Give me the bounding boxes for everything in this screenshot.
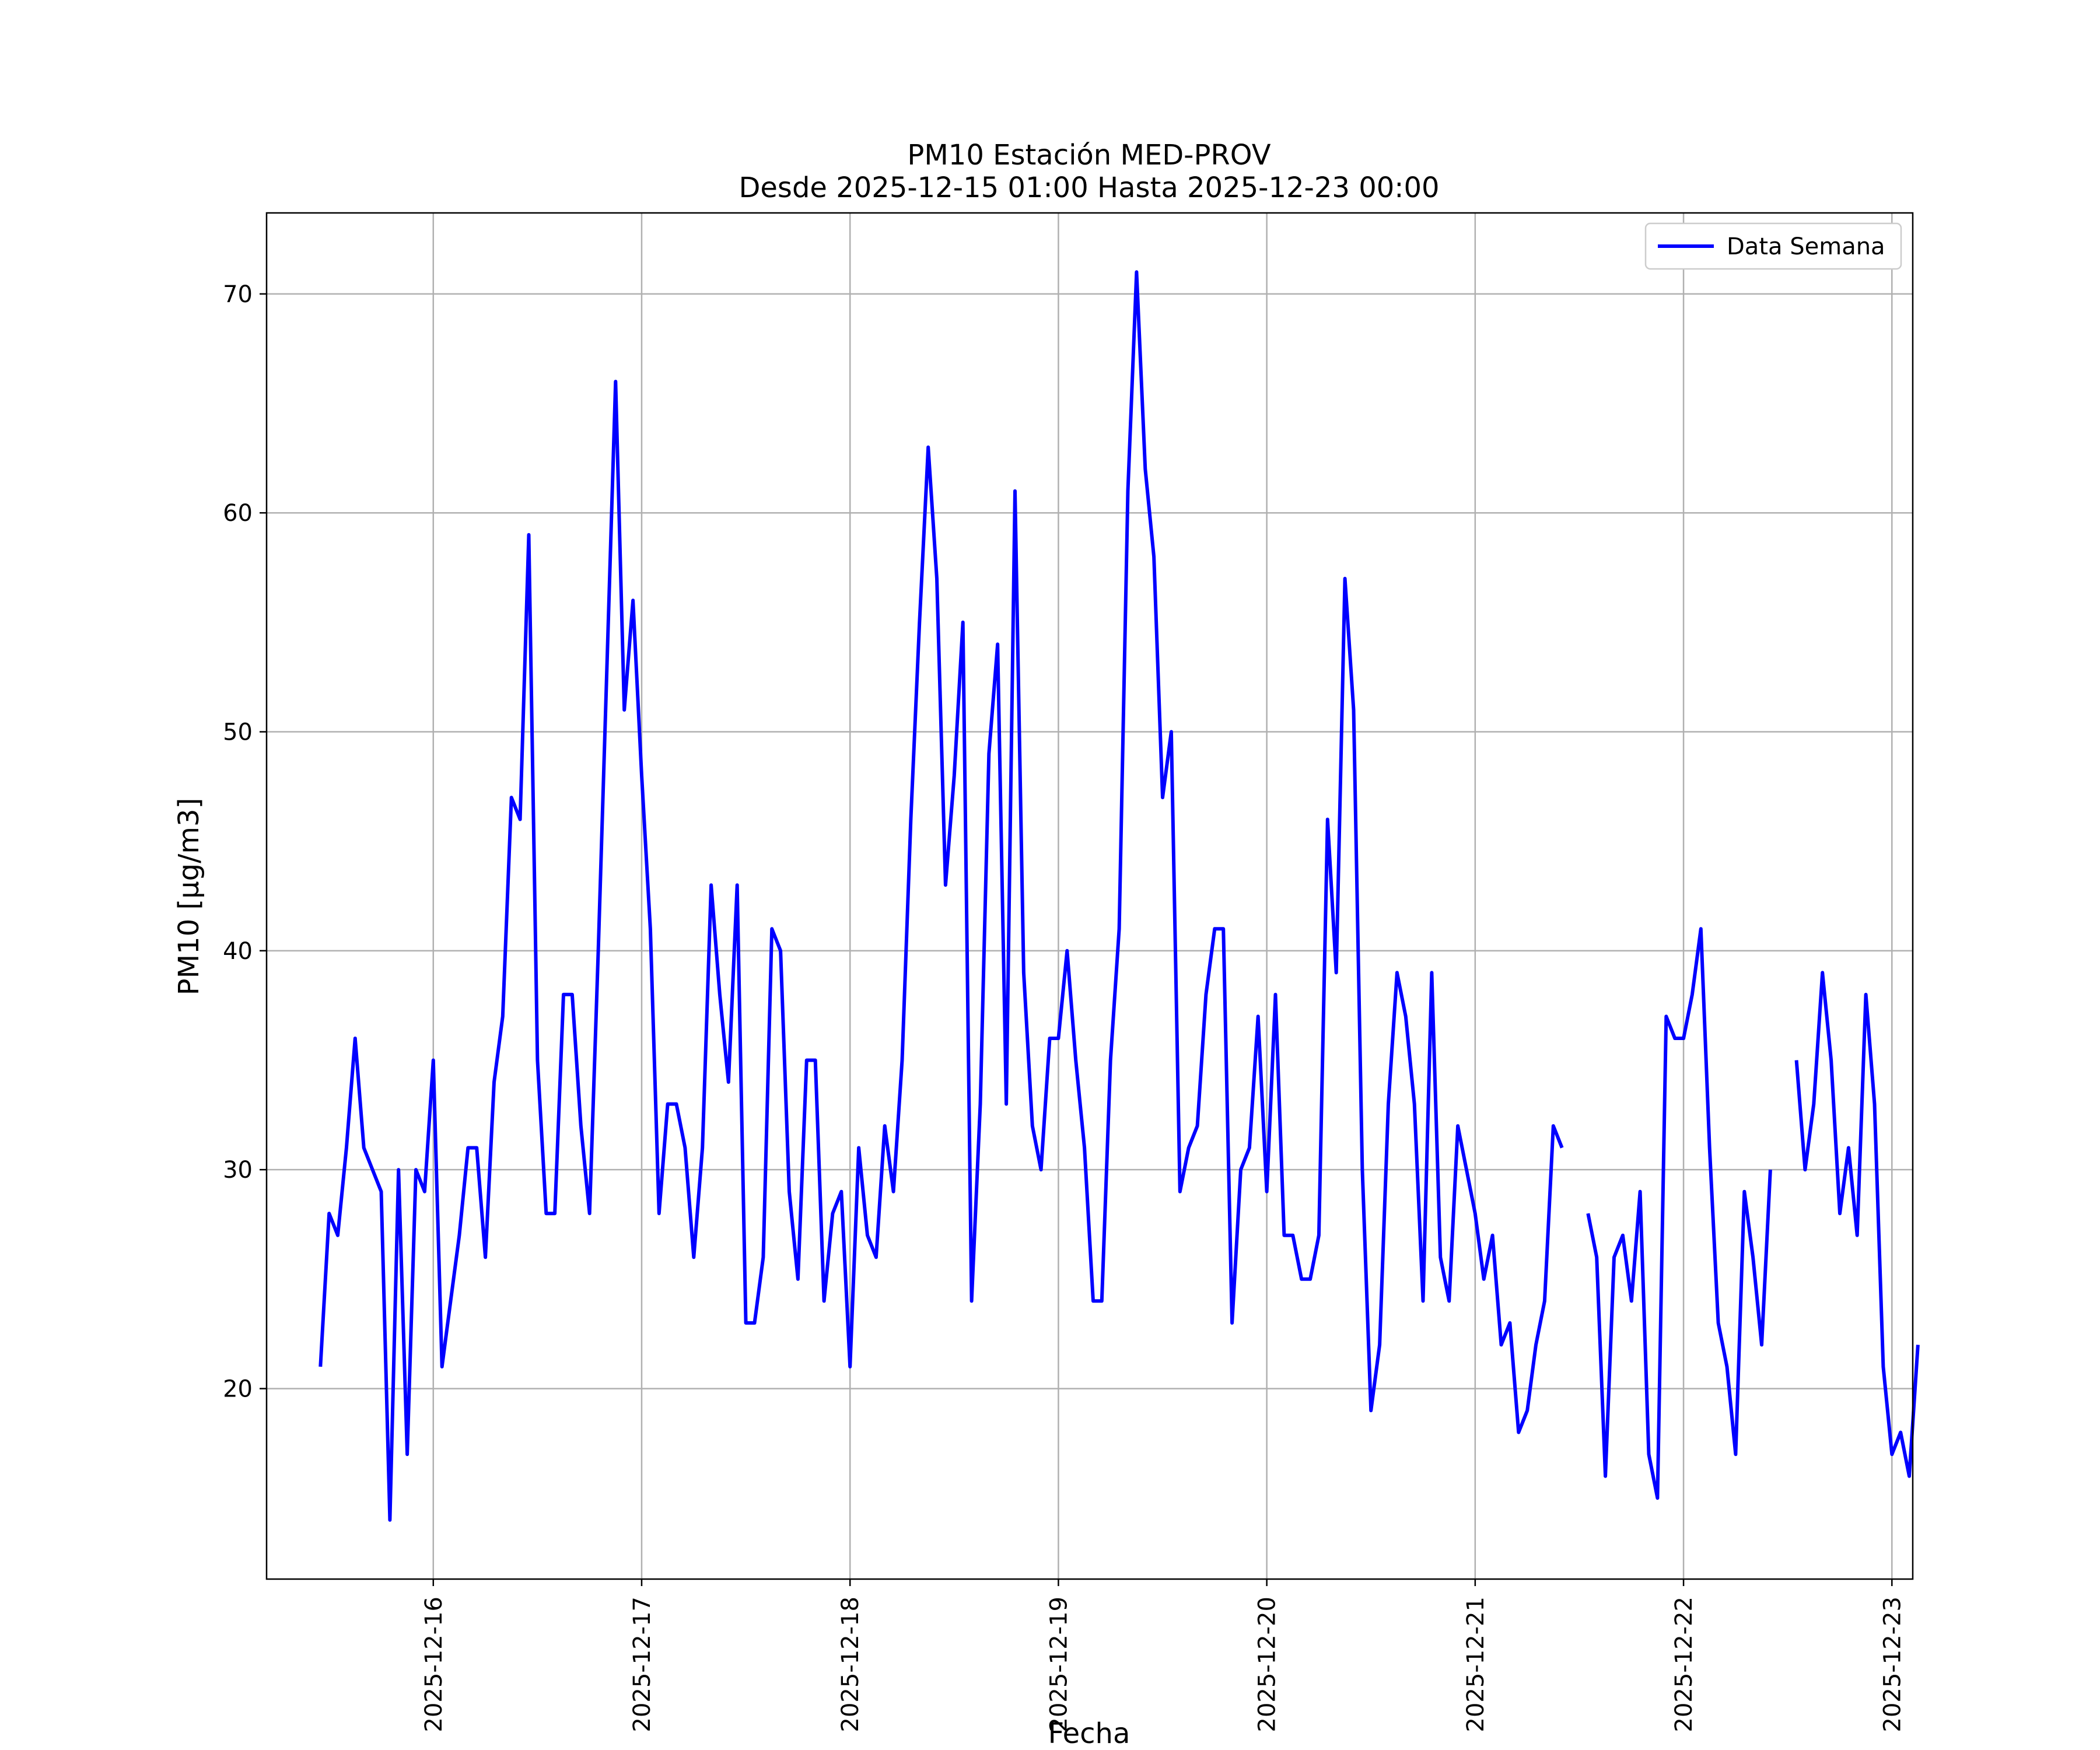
y-axis: 20 30 40 50 60 70 — [223, 281, 267, 1402]
y-tick-label: 30 — [223, 1157, 253, 1184]
legend-box — [1644, 222, 1902, 270]
series-line-data-semana — [318, 270, 1920, 1522]
y-tick-label: 20 — [223, 1376, 253, 1402]
x-tick-label: 2025-12-16 — [421, 1597, 447, 1732]
x-axis: 2025-12-16 2025-12-17 2025-12-18 2025-12-19… — [421, 1579, 1906, 1732]
x-tick-label: 2025-12-23 — [1879, 1597, 1906, 1732]
chart-title: PM10 Estación MED-PROV — [907, 139, 1270, 172]
x-tick-label: 2025-12-21 — [1462, 1597, 1489, 1732]
plot-frame — [265, 212, 1914, 1580]
chart-subtitle: Desde 2025-12-15 01:00 Hasta 2025-12-23 … — [738, 172, 1439, 204]
x-tick-label: 2025-12-19 — [1045, 1597, 1072, 1732]
y-axis-label: PM10 [μg/m3] — [173, 798, 205, 996]
y-tick-label: 60 — [223, 500, 253, 527]
x-tick-label: 2025-12-17 — [629, 1597, 656, 1732]
x-tick-label: 2025-12-18 — [837, 1597, 864, 1732]
legend-label: Data Semana — [1727, 233, 1885, 260]
y-tick-label: 40 — [223, 938, 253, 965]
y-tick-label: 70 — [223, 281, 253, 308]
x-tick-label: 2025-12-20 — [1254, 1597, 1281, 1732]
legend: Data Semana — [1644, 222, 1902, 270]
y-tick-label: 50 — [223, 719, 253, 746]
x-axis-label: Fecha — [1048, 1717, 1130, 1750]
x-tick-label: 2025-12-22 — [1671, 1597, 1698, 1732]
grid-lines — [267, 213, 1913, 1579]
